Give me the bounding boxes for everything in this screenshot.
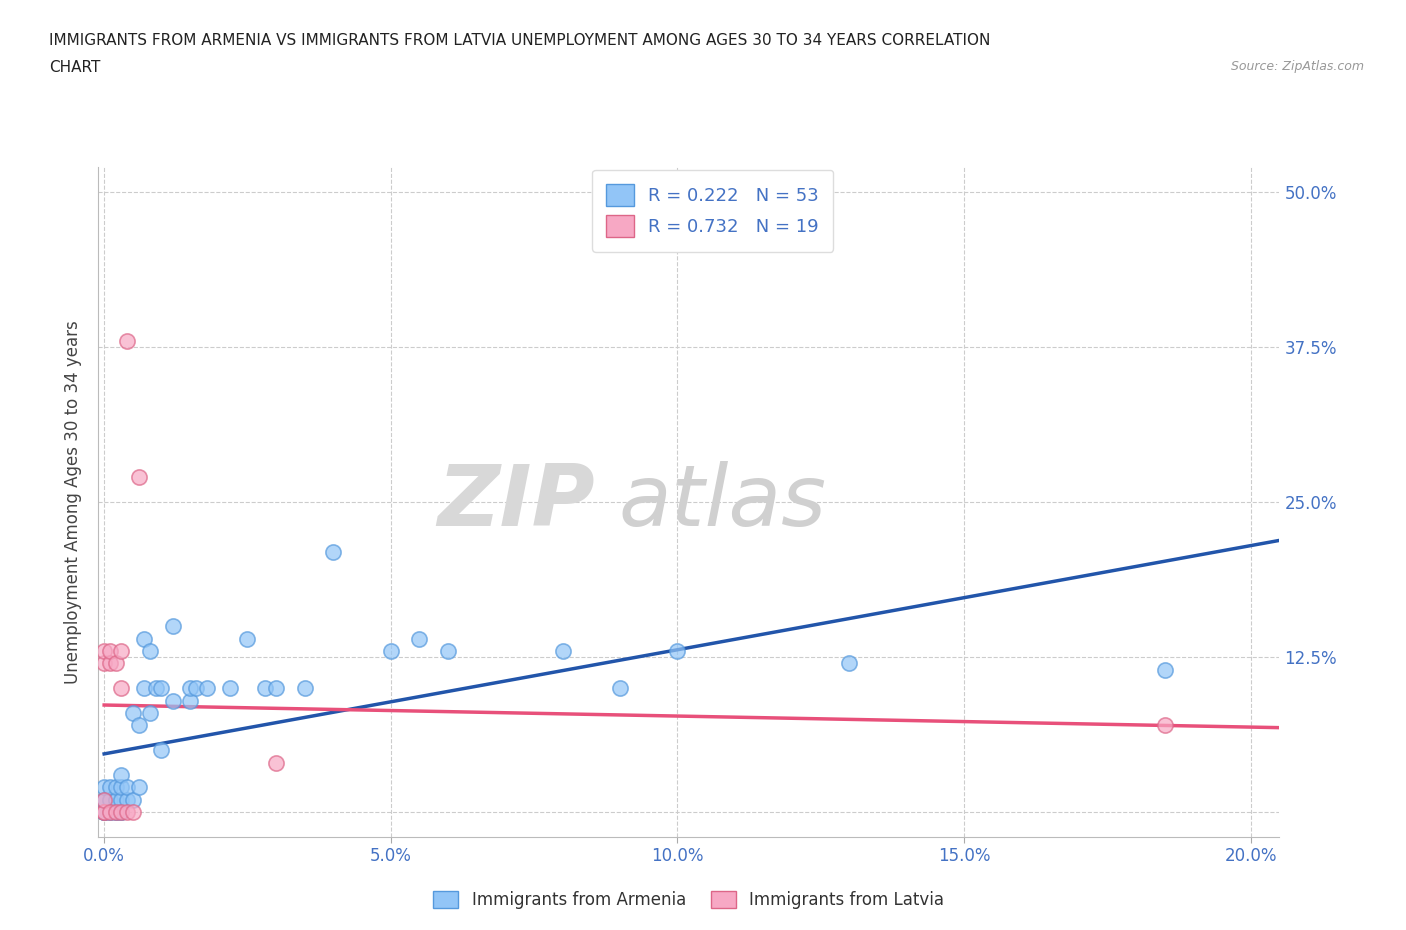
- Point: [236, 631, 259, 646]
- Point: [380, 644, 402, 658]
- Text: IMMIGRANTS FROM ARMENIA VS IMMIGRANTS FROM LATVIA UNEMPLOYMENT AMONG AGES 30 TO : IMMIGRANTS FROM ARMENIA VS IMMIGRANTS FR…: [49, 33, 991, 47]
- Point: [219, 681, 242, 696]
- Point: [98, 804, 121, 819]
- Point: [134, 631, 156, 646]
- Point: [104, 792, 127, 807]
- Point: [179, 693, 201, 708]
- Point: [110, 792, 132, 807]
- Point: [104, 804, 127, 819]
- Point: [93, 804, 115, 819]
- Point: [93, 804, 115, 819]
- Point: [666, 644, 689, 658]
- Point: [162, 618, 184, 633]
- Point: [115, 792, 138, 807]
- Point: [179, 681, 201, 696]
- Point: [110, 804, 132, 819]
- Point: [121, 804, 143, 819]
- Point: [609, 681, 631, 696]
- Point: [93, 804, 115, 819]
- Point: [253, 681, 276, 696]
- Point: [838, 656, 860, 671]
- Point: [98, 792, 121, 807]
- Text: CHART: CHART: [49, 60, 101, 75]
- Point: [98, 780, 121, 795]
- Text: ZIP: ZIP: [437, 460, 595, 544]
- Legend: R = 0.222   N = 53, R = 0.732   N = 19: R = 0.222 N = 53, R = 0.732 N = 19: [592, 170, 834, 252]
- Point: [145, 681, 167, 696]
- Point: [93, 792, 115, 807]
- Point: [98, 804, 121, 819]
- Point: [110, 780, 132, 795]
- Point: [128, 470, 150, 485]
- Y-axis label: Unemployment Among Ages 30 to 34 years: Unemployment Among Ages 30 to 34 years: [65, 320, 83, 684]
- Point: [110, 681, 132, 696]
- Point: [98, 656, 121, 671]
- Point: [139, 706, 162, 721]
- Point: [408, 631, 430, 646]
- Point: [93, 804, 115, 819]
- Point: [128, 780, 150, 795]
- Point: [104, 804, 127, 819]
- Point: [139, 644, 162, 658]
- Point: [134, 681, 156, 696]
- Point: [110, 644, 132, 658]
- Point: [93, 656, 115, 671]
- Point: [1153, 662, 1175, 677]
- Point: [121, 792, 143, 807]
- Point: [150, 743, 173, 758]
- Point: [115, 804, 138, 819]
- Point: [110, 804, 132, 819]
- Text: atlas: atlas: [619, 460, 827, 544]
- Point: [93, 804, 115, 819]
- Point: [110, 804, 132, 819]
- Point: [104, 804, 127, 819]
- Point: [104, 656, 127, 671]
- Point: [162, 693, 184, 708]
- Point: [98, 644, 121, 658]
- Point: [184, 681, 207, 696]
- Point: [128, 718, 150, 733]
- Point: [115, 780, 138, 795]
- Point: [264, 755, 287, 770]
- Point: [121, 706, 143, 721]
- Point: [93, 804, 115, 819]
- Text: Source: ZipAtlas.com: Source: ZipAtlas.com: [1230, 60, 1364, 73]
- Point: [93, 644, 115, 658]
- Point: [437, 644, 460, 658]
- Point: [264, 681, 287, 696]
- Point: [115, 334, 138, 349]
- Point: [93, 780, 115, 795]
- Point: [294, 681, 316, 696]
- Point: [93, 792, 115, 807]
- Point: [322, 544, 344, 559]
- Point: [110, 767, 132, 782]
- Point: [93, 792, 115, 807]
- Point: [98, 804, 121, 819]
- Point: [104, 780, 127, 795]
- Point: [1153, 718, 1175, 733]
- Point: [150, 681, 173, 696]
- Point: [551, 644, 574, 658]
- Point: [195, 681, 218, 696]
